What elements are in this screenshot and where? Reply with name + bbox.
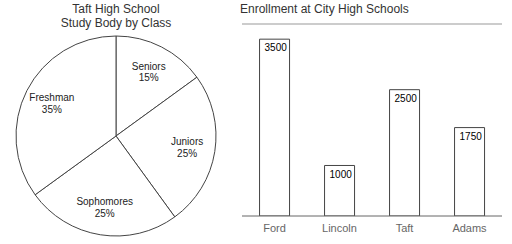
svg-text:Seniors15%: Seniors15% — [132, 61, 166, 84]
html-text:Taft High School: Taft High School — [72, 2, 160, 16]
svg-text:3500: 3500 — [265, 42, 288, 53]
svg-text:Ford: Ford — [263, 222, 286, 234]
svg-text:2500: 2500 — [395, 93, 418, 104]
html-text:Enrollment at City High School: Enrollment at City High Schools — [240, 2, 409, 16]
svg-text:Juniors25%: Juniors25% — [171, 136, 203, 159]
html-text:Study Body by Class: Study Body by Class — [60, 16, 172, 30]
svg-text:Sophomores25%: Sophomores25% — [76, 196, 133, 219]
svg-text:Taft: Taft — [396, 222, 414, 234]
svg-text:Lincoln: Lincoln — [322, 222, 357, 234]
svg-text:1000: 1000 — [330, 169, 353, 180]
svg-text:Freshman35%: Freshman35% — [29, 92, 74, 115]
svg-text:Adams: Adams — [452, 222, 487, 234]
svg-text:1750: 1750 — [460, 131, 483, 142]
